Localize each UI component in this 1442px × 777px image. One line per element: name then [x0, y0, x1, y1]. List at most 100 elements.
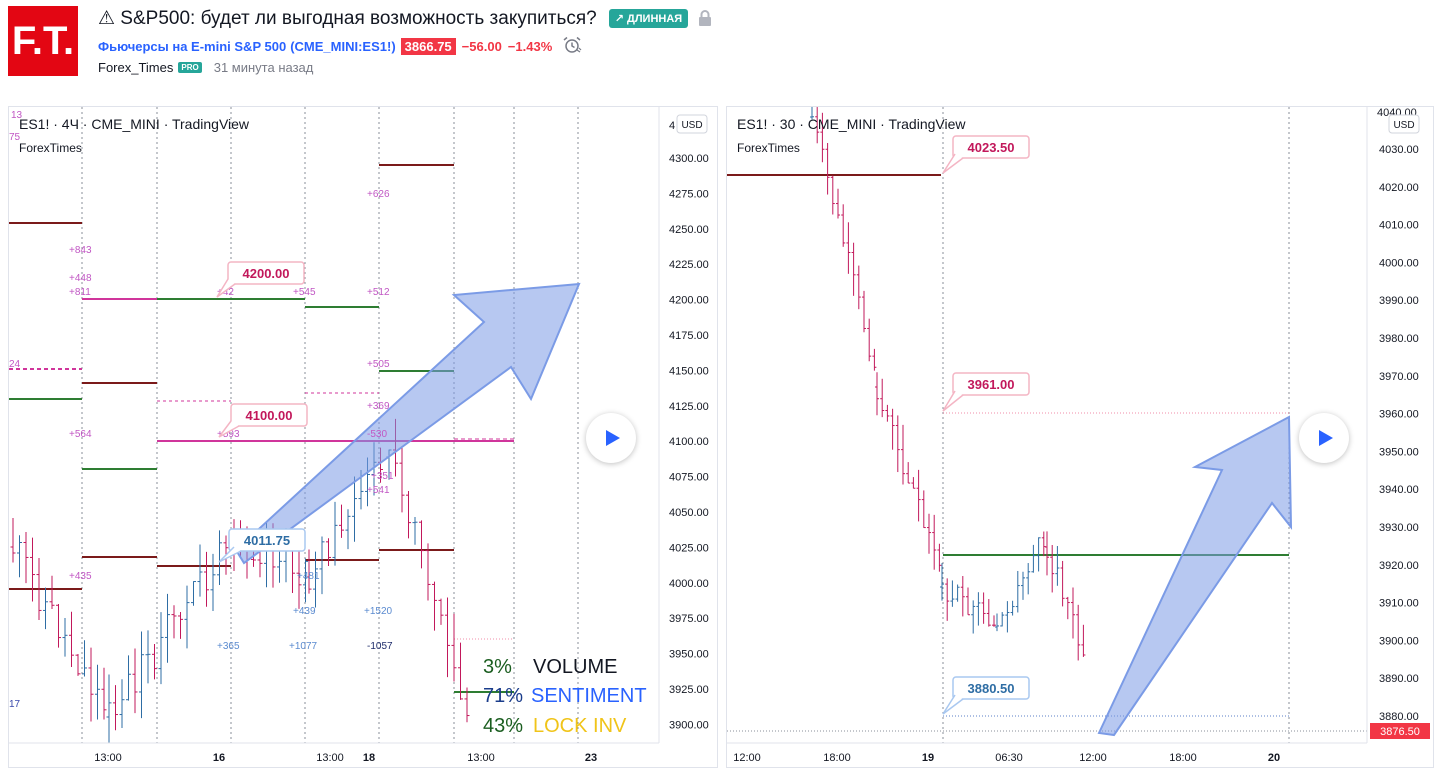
right-time-tick: 18:00 — [823, 752, 851, 764]
left-price-tick: 4150.00 — [669, 365, 709, 377]
right-currency-button[interactable]: USD — [1388, 114, 1420, 134]
right-legend: ES1! · 30 · CME_MINI · TradingView Forex… — [737, 116, 966, 155]
left-volume-labels: +843 +448 +811 +42 +545 +512 +626 +505 +369 +564 +… — [69, 189, 394, 652]
left-time-tick: 23 — [585, 752, 597, 764]
price-change: −56.00 — [461, 39, 502, 54]
left-volume-label: +505 — [367, 359, 390, 370]
callout-4023-text: 4023.50 — [968, 140, 1015, 155]
callout-4011-text: 4011.75 — [244, 533, 290, 548]
right-price-tick: 3970.00 — [1379, 371, 1419, 383]
left-time-tick: 16 — [213, 752, 225, 764]
left-play-button[interactable] — [586, 413, 636, 463]
right-time-tick: 06:30 — [995, 752, 1023, 764]
right-last-price-tag: 3876.50 — [1370, 723, 1430, 739]
left-price-tick: 4300.00 — [669, 153, 709, 165]
symbol-open-paren: ( — [290, 39, 295, 54]
pro-badge: PRO — [178, 62, 202, 73]
callout-4023[interactable]: 4023.50 — [942, 135, 1030, 174]
left-volume-label: +365 — [217, 641, 240, 652]
left-time-tick: 13:00 — [94, 752, 122, 764]
logo-text: F.T. — [12, 19, 74, 63]
right-chart-canvas[interactable]: ES1! · 30 · CME_MINI · TradingView Forex… — [727, 107, 1434, 768]
published-time: 31 минута назад — [213, 60, 314, 75]
callout-4200[interactable]: 4200.00 — [216, 261, 305, 298]
symbol-name-link[interactable]: Фьючерсы на E-mini S&P 500 — [98, 39, 287, 54]
right-time-tick: 20 — [1268, 752, 1280, 764]
right-time-axis[interactable]: 12:00 18:00 19 06:30 12:00 18:00 20 — [727, 742, 1367, 764]
right-price-tick: 3990.00 — [1379, 295, 1419, 307]
left-price-tick: 4200.00 — [669, 295, 709, 307]
author-logo[interactable]: F.T. — [8, 6, 78, 76]
right-price-tick: 4030.00 — [1379, 144, 1419, 156]
left-vertical-grid — [81, 107, 579, 743]
left-legend-author: ForexTimes — [19, 141, 82, 155]
callout-3961[interactable]: 3961.00 — [942, 372, 1030, 412]
left-volume-label: -530 — [367, 429, 387, 440]
left-time-tick: 13:00 — [467, 752, 495, 764]
left-volume-label: -1057 — [367, 641, 393, 652]
left-price-tick: 4225.00 — [669, 259, 709, 271]
left-volume-label: +448 — [69, 273, 92, 284]
left-volume-label: +42 — [217, 287, 234, 298]
right-price-axis[interactable]: 4030.00 4020.00 4010.00 4000.00 3990.00 3980.… — [1366, 107, 1434, 768]
left-chart-panel[interactable]: ES1! · 4Ч · CME_MINI · TradingView Forex… — [8, 106, 718, 768]
right-price-tick: 3960.00 — [1379, 409, 1419, 421]
stat-lockinv-pct: 43% — [483, 715, 523, 737]
last-price-badge: 3866.75 — [400, 38, 456, 55]
left-stats-overlay: 3% VOLUME 71% SENTIMENT 43% LOCK INV — [483, 656, 647, 737]
left-volume-label: +435 — [69, 571, 92, 582]
right-price-tick: 4000.00 — [1379, 257, 1419, 269]
left-edge-label: 75 — [9, 132, 21, 143]
alarm-clock-icon[interactable] — [562, 36, 582, 57]
left-volume-label: +1077 — [289, 641, 318, 652]
left-legend: ES1! · 4Ч · CME_MINI · TradingView Forex… — [9, 110, 250, 710]
left-volume-label: +545 — [293, 287, 316, 298]
callout-4100-text: 4100.00 — [246, 408, 293, 423]
right-price-tick: 3940.00 — [1379, 484, 1419, 496]
callout-3961-text: 3961.00 — [968, 377, 1015, 392]
left-volume-label: +811 — [69, 287, 91, 298]
right-price-callouts: 4023.50 3961.00 3880.50 — [942, 135, 1030, 715]
left-currency-button[interactable]: USD — [676, 114, 708, 134]
left-volume-label: +564 — [69, 429, 92, 440]
symbol-code-link[interactable]: CME_MINI:ES1! — [294, 39, 392, 54]
left-edge-label: 13 — [11, 110, 23, 121]
left-edge-label: 17 — [9, 699, 21, 710]
callout-4011[interactable]: 4011.75 — [218, 528, 306, 563]
left-time-axis[interactable]: 13:00 16 13:00 18 13:00 23 — [9, 742, 659, 764]
left-chart-canvas[interactable]: ES1! · 4Ч · CME_MINI · TradingView Forex… — [9, 107, 718, 768]
left-price-tick: 4100.00 — [669, 436, 709, 448]
left-volume-label: +541 — [367, 485, 390, 496]
callout-4200-text: 4200.00 — [243, 266, 290, 281]
right-time-tick: 12:00 — [733, 752, 761, 764]
right-currency-label: USD — [1393, 120, 1414, 131]
right-legend-author: ForexTimes — [737, 141, 800, 155]
right-price-tick: 3880.00 — [1379, 711, 1419, 723]
right-price-tick: 4010.00 — [1379, 220, 1419, 232]
right-legend-title: ES1! · 30 · CME_MINI · TradingView — [737, 116, 966, 132]
lock-icon — [698, 9, 712, 27]
price-change-percent: −1.43% — [507, 39, 553, 54]
left-volume-label: +593 — [217, 429, 240, 440]
author-name-link[interactable]: Forex_Times — [98, 60, 174, 75]
idea-title: ⚠ S&P500: будет ли выгодная возможность … — [98, 7, 597, 29]
right-vertical-grid — [942, 107, 1290, 743]
left-price-tick: 3950.00 — [669, 649, 709, 661]
left-currency-label: USD — [681, 120, 702, 131]
left-price-tick: 4025.00 — [669, 542, 709, 554]
callout-3880-text: 3880.50 — [968, 681, 1015, 696]
callout-4100[interactable]: 4100.00 — [218, 403, 308, 438]
right-play-button[interactable] — [1299, 413, 1349, 463]
right-chart-panel[interactable]: ES1! · 30 · CME_MINI · TradingView Forex… — [726, 106, 1434, 768]
callout-3880[interactable]: 3880.50 — [942, 676, 1030, 715]
right-forecast-arrow[interactable] — [1097, 415, 1293, 737]
left-price-axis[interactable]: 4300.00 4275.00 4250.00 4225.00 4200.00 4175.… — [658, 107, 718, 768]
right-price-tick: 3920.00 — [1379, 560, 1419, 572]
left-price-tick: 4175.00 — [669, 330, 709, 342]
stat-sentiment-pct: 71% — [483, 685, 523, 707]
right-last-price-text: 3876.50 — [1380, 726, 1420, 738]
left-price-tick: 3900.00 — [669, 719, 709, 731]
left-time-tick: 13:00 — [316, 752, 344, 764]
left-volume-label: +481 — [297, 571, 320, 582]
long-badge: ↗ ДЛИННАЯ — [608, 8, 689, 28]
